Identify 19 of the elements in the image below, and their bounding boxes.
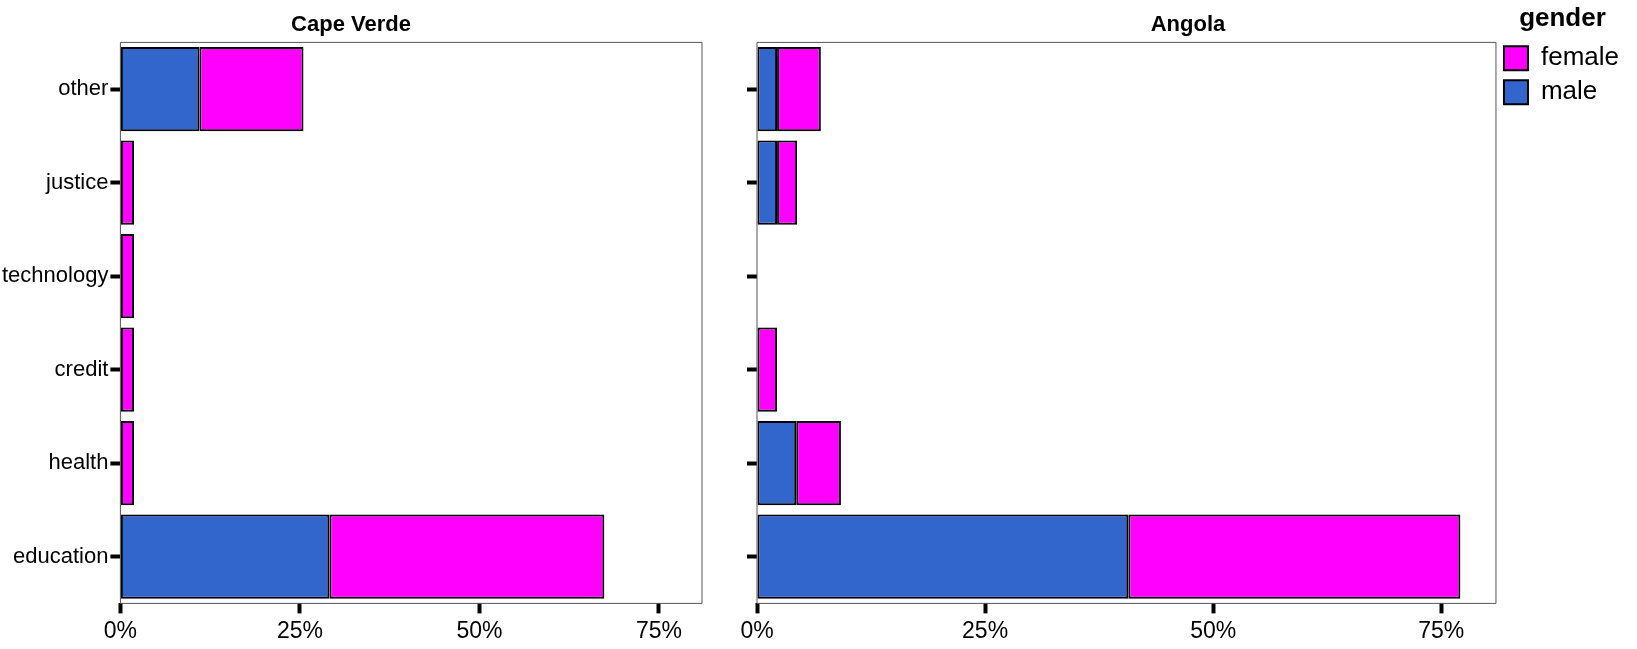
x-tick-label: 75%: [1418, 616, 1465, 643]
x-tick-label: 0%: [103, 616, 138, 643]
chart-title: Cape Verde: [291, 11, 411, 37]
y-tick-label: credit: [54, 355, 109, 381]
x-tick-label: 0%: [740, 616, 774, 643]
y-tick-label: other: [58, 75, 109, 101]
legend-label: male: [1540, 75, 1598, 106]
legend-label: female: [1540, 41, 1620, 72]
x-tick-label: 25%: [276, 616, 323, 643]
legend-title: gender: [1519, 2, 1606, 33]
y-tick-label: justice: [45, 168, 109, 194]
chart-title: Angola: [1150, 11, 1227, 37]
x-tick-label: 50%: [1190, 616, 1237, 643]
x-tick-label: 25%: [962, 616, 1009, 643]
x-tick-label: 50%: [456, 616, 503, 643]
x-tick-label: 75%: [635, 616, 682, 643]
y-tick-label: technology: [1, 262, 109, 288]
y-tick-label: education: [12, 542, 109, 568]
y-tick-label: health: [48, 449, 109, 475]
